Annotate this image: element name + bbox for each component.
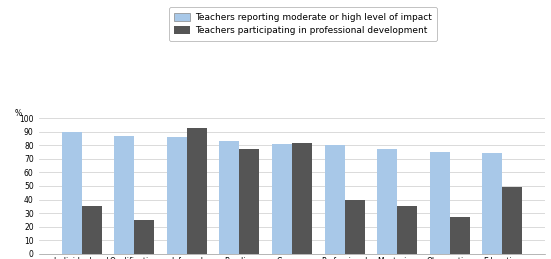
Bar (167, 137, 187, 254)
Bar (503, 187, 522, 254)
Legend: Teachers reporting moderate or high level of impact, Teachers participating in p: Teachers reporting moderate or high leve… (169, 7, 437, 41)
Bar (450, 217, 470, 254)
Bar (114, 136, 134, 254)
Bar (187, 128, 207, 254)
Bar (397, 206, 417, 254)
Bar (219, 141, 240, 254)
Bar (377, 149, 397, 254)
Bar (325, 145, 344, 254)
Bar (272, 144, 292, 254)
Bar (344, 199, 365, 254)
Bar (240, 149, 260, 254)
Bar (483, 153, 503, 254)
Bar (292, 142, 312, 254)
Y-axis label: %: % (15, 109, 22, 118)
Bar (134, 220, 154, 254)
Bar (62, 132, 82, 254)
Bar (82, 206, 101, 254)
Bar (430, 152, 450, 254)
